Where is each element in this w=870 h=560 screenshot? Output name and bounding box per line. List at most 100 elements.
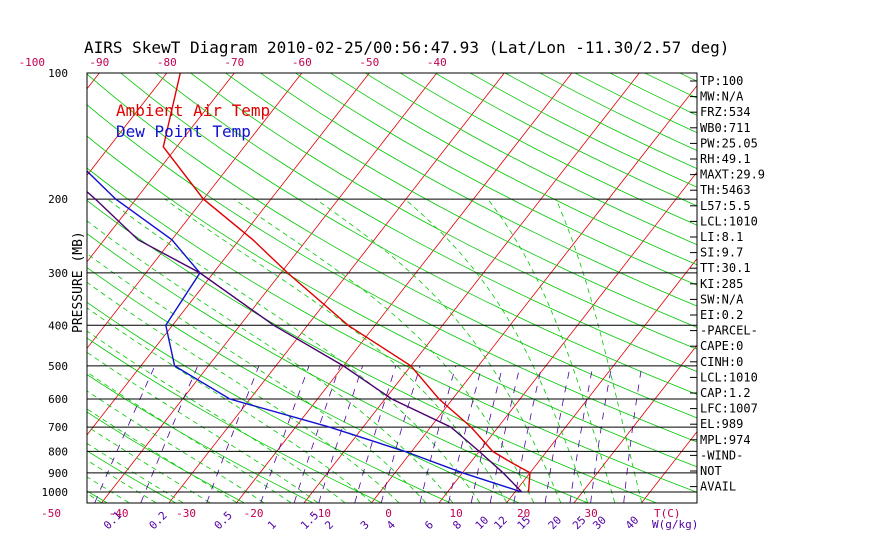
top-temp-tick-label: -100 xyxy=(19,56,46,69)
moist-adiabat-grid xyxy=(87,198,643,503)
dry-adiabat-line xyxy=(87,301,450,503)
moist-adiabat-line xyxy=(87,307,372,503)
mixing-ratio-tick-label: 40 xyxy=(623,514,642,533)
top-temp-tick-label: -90 xyxy=(89,56,109,69)
dry-adiabat-line xyxy=(504,73,697,170)
isotherm-line xyxy=(0,54,47,503)
bottom-temp-tick-label: -50 xyxy=(41,507,61,520)
dry-adiabat-line xyxy=(0,54,38,503)
side-panel-item: WB0:711 xyxy=(700,121,751,135)
mixing-ratio-line xyxy=(206,365,260,503)
top-temp-tick-label: -40 xyxy=(427,56,447,69)
moist-adiabat-line xyxy=(87,220,454,503)
mixing-ratio-line xyxy=(623,365,643,503)
mixing-ratio-tick-label: 3 xyxy=(358,518,372,532)
legend-dewpoint: Dew Point Temp xyxy=(116,122,251,141)
side-panel-item: MW:N/A xyxy=(700,90,744,104)
pressure-grid xyxy=(87,198,697,493)
mixing-ratio-line xyxy=(354,365,397,503)
pressure-tick-labels: 100 200 300 400 500 600 700 800 900 1000 xyxy=(42,67,69,499)
pressure-tick-label: 300 xyxy=(48,267,68,280)
moist-adiabat-line xyxy=(164,198,508,503)
bottom-temp-tick-label: -40 xyxy=(109,507,129,520)
isotherm-line xyxy=(371,84,697,503)
side-panel-item: CAP:1.2 xyxy=(700,386,751,400)
top-temp-tick-label: -50 xyxy=(359,56,379,69)
side-panel-item: -WIND- xyxy=(700,448,743,462)
profile-parcel xyxy=(87,190,523,493)
dry-adiabat-line xyxy=(190,73,697,350)
isotherm-line xyxy=(87,73,370,436)
side-panel-item: LCL:1010 xyxy=(700,214,758,228)
pressure-tick-label: 600 xyxy=(48,393,68,406)
pressure-tick-label: 1000 xyxy=(42,486,69,499)
side-panel-item: KI:285 xyxy=(700,277,743,291)
pressure-tick-label: 500 xyxy=(48,360,68,373)
side-panel-item: RH:49.1 xyxy=(700,152,751,166)
side-panel-item: NOT xyxy=(700,464,722,478)
mixing-ratio-tick-label: 10 xyxy=(473,514,492,533)
mixing-ratio-line xyxy=(513,365,543,503)
isotherm-line xyxy=(777,54,870,503)
dry-adiabat-line xyxy=(364,73,697,246)
moist-adiabat-line xyxy=(315,198,562,503)
dry-adiabat-line xyxy=(87,199,656,503)
isotherm-line xyxy=(168,73,505,503)
dry-adiabat-line xyxy=(399,73,697,226)
mixing-ratio-line xyxy=(470,365,504,503)
mixing-ratio-line xyxy=(140,365,199,503)
dry-adiabat-line xyxy=(329,73,697,266)
dry-adiabat-line xyxy=(87,167,697,493)
side-panel-item: LFC:1007 xyxy=(700,402,758,416)
pressure-tick-label: 900 xyxy=(48,467,68,480)
mixing-ratio-tick-label: 8 xyxy=(450,518,464,532)
mixing-ratio-line xyxy=(260,365,310,503)
mixing-ratio-line xyxy=(94,365,156,503)
side-panel-item: CAPE:0 xyxy=(700,339,743,353)
moist-adiabat-line xyxy=(404,198,589,503)
mixing-ratio-line xyxy=(318,365,363,503)
side-panel-item: PW:25.05 xyxy=(700,136,758,150)
mixing-ratio-line xyxy=(380,365,421,503)
moist-adiabat-line xyxy=(87,351,318,503)
mixing-ratio-tick-label: 12 xyxy=(491,514,510,533)
dry-adiabat-line xyxy=(469,73,697,188)
isotherm-line xyxy=(303,73,640,503)
dry-adiabat-line xyxy=(87,73,697,419)
dry-adiabat-line xyxy=(434,73,697,207)
dry-adiabat-line xyxy=(87,135,697,468)
pressure-tick-label: 200 xyxy=(48,193,68,206)
mixing-ratio-line xyxy=(544,365,571,503)
isotherm-line xyxy=(87,73,168,176)
mixing-ratio-line xyxy=(419,365,457,503)
side-panel-item: -PARCEL- xyxy=(700,324,758,338)
mixing-ratio-line xyxy=(489,365,521,503)
profile-dew-point-temp xyxy=(87,170,523,493)
pressure-tick-label: 100 xyxy=(48,67,68,80)
mixing-ratio-tick-label: 0.5 xyxy=(212,509,235,532)
dry-adiabat-line xyxy=(87,104,697,443)
dry-adiabat-line xyxy=(259,73,697,307)
moist-adiabat-line xyxy=(233,198,535,503)
side-panel-item: FRZ:534 xyxy=(700,105,751,119)
dry-adiabat-line xyxy=(155,73,697,373)
top-temp-tick-label: -60 xyxy=(292,56,312,69)
side-panel-item: TH:5463 xyxy=(700,183,751,197)
chart-title: AIRS SkewT Diagram 2010-02-25/00:56:47.9… xyxy=(84,38,729,57)
pressure-tick-label: 800 xyxy=(48,445,68,458)
bottom-temp-tick-label: 10 xyxy=(449,507,462,520)
mixing-ratio-tick-label: 4 xyxy=(384,518,398,532)
side-panel-item: LI:8.1 xyxy=(700,230,743,244)
moist-adiabat-line xyxy=(87,442,183,503)
plot-frame xyxy=(86,72,698,504)
temp-unit-label: T(C) xyxy=(654,507,681,520)
moist-adiabat-line xyxy=(487,198,616,503)
side-panel-item: SI:9.7 xyxy=(700,246,743,260)
side-panel-item: SW:N/A xyxy=(700,292,744,306)
moist-adiabat-line xyxy=(107,198,481,503)
dry-adiabat-line xyxy=(224,73,697,328)
profile-lines xyxy=(87,73,531,493)
y-axis-label: PRESSURE (MB) xyxy=(71,231,86,333)
